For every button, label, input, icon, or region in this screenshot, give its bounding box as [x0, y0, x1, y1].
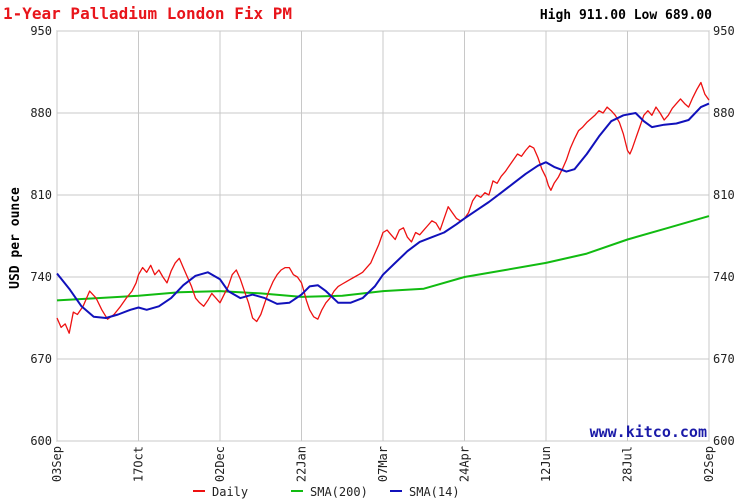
y-tick-label-right: 810 — [713, 188, 735, 202]
x-tick-label: 12Jun — [539, 446, 553, 482]
y-tick-label-right: 950 — [713, 24, 735, 38]
x-tick-label: 03Sep — [50, 446, 64, 482]
legend-label: SMA(14) — [409, 485, 460, 499]
x-tick-label: 28Jul — [621, 446, 635, 482]
x-tick-label: 02Dec — [213, 446, 227, 482]
y-axis-left: 950 880 810 740 670 600 — [30, 24, 52, 448]
high-low-summary: High 911.00 Low 689.00 — [540, 8, 712, 23]
chart-title: 1-Year Palladium London Fix PM — [3, 4, 292, 23]
y-tick-label-right: 740 — [713, 270, 735, 284]
legend: Daily SMA(200) SMA(14) — [193, 485, 460, 499]
x-tick-label: 02Sep — [702, 446, 716, 482]
x-tick-label: 24Apr — [458, 446, 472, 482]
watermark-text: www.kitco.com — [590, 423, 707, 441]
y-tick-label-left: 950 — [30, 24, 52, 38]
x-axis: 03Sep 17Oct 02Dec 22Jan 07Mar 24Apr 12Jun 28Jul… — [50, 446, 716, 482]
y-tick-label-left: 740 — [30, 270, 52, 284]
series-lines — [56, 81, 710, 334]
x-tick-label: 17Oct — [132, 446, 146, 482]
grid — [56, 30, 710, 442]
y-tick-label-left: 670 — [30, 352, 52, 366]
y-tick-label-left: 880 — [30, 106, 52, 120]
legend-label: SMA(200) — [310, 485, 368, 499]
legend-label: Daily — [212, 485, 248, 499]
y-tick-label-left: 810 — [30, 188, 52, 202]
series-line-daily — [56, 81, 710, 334]
y-tick-label-right: 880 — [713, 106, 735, 120]
x-tick-label: 22Jan — [295, 446, 309, 482]
y-tick-label-right: 670 — [713, 352, 735, 366]
series-line-sma-200 — [56, 215, 710, 302]
y-axis-right: 950 880 810 740 670 600 — [713, 24, 735, 448]
series-line-sma-14 — [56, 102, 710, 319]
x-tick-label: 07Mar — [376, 446, 390, 482]
y-tick-label-right: 600 — [713, 434, 735, 448]
y-axis-label: USD per ounce — [8, 187, 23, 289]
y-tick-label-left: 600 — [30, 434, 52, 448]
